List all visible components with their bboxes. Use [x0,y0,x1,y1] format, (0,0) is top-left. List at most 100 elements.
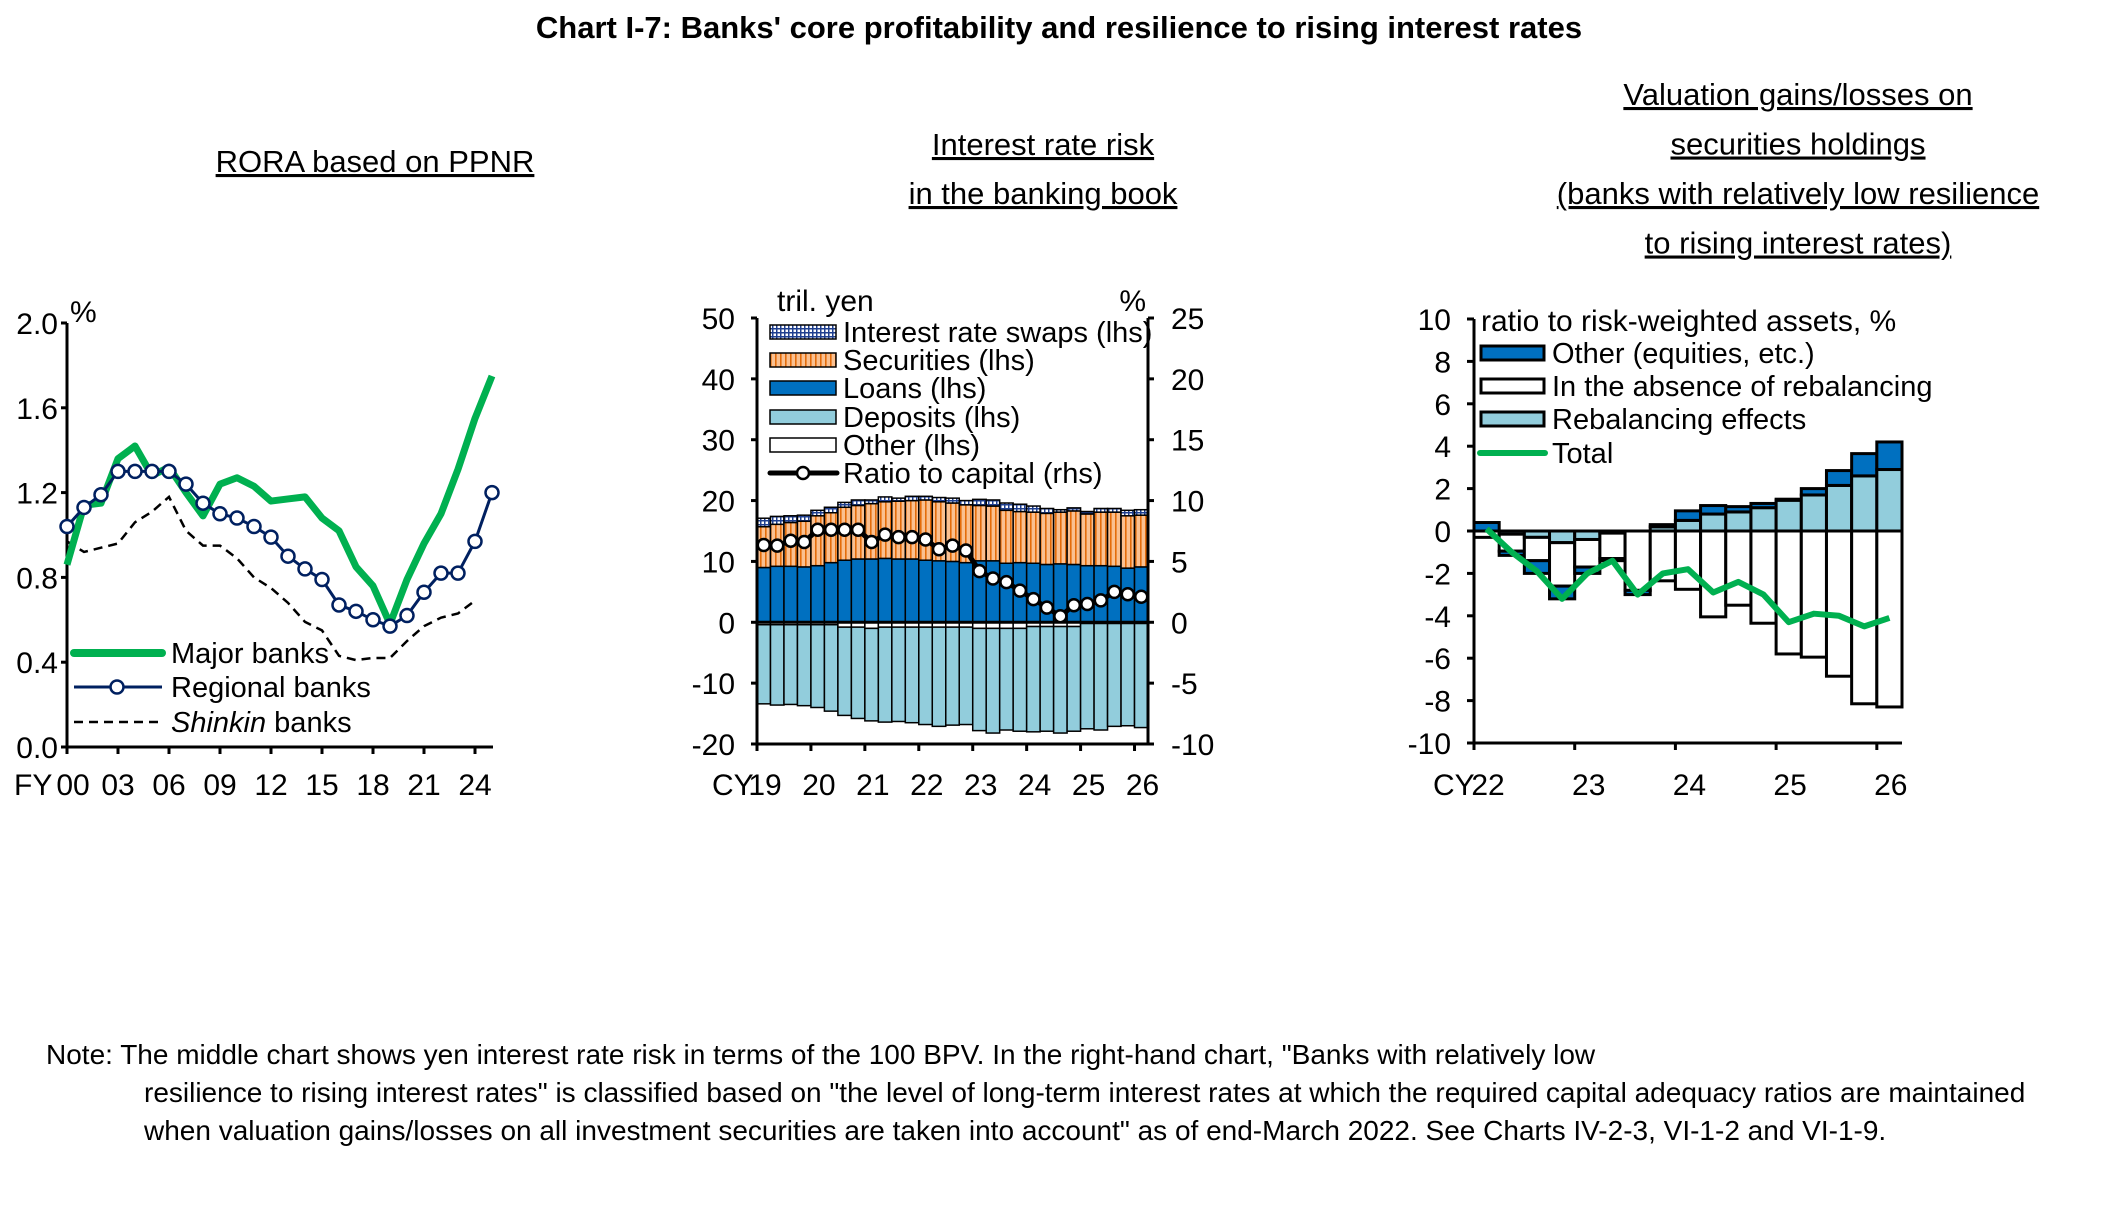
legend-label-deposits: Deposits (lhs) [843,402,1020,434]
bar-segment-loans [945,560,960,624]
bar-segment-loans [877,557,893,624]
bar-segment-other [1850,452,1879,478]
regional-banks-point [161,463,177,480]
regional-banks-point [484,484,500,501]
bar-segment-securities [904,499,920,560]
bar-segment-rebal [1673,518,1703,533]
bar-segment-swaps [1133,508,1149,516]
bar-segment-rebal [1850,474,1879,533]
bar-segment-deposits [796,623,812,707]
ratio-to-capital-point [864,534,879,550]
bar-segment-swaps [891,497,907,502]
bar-segment-loans [904,558,920,624]
bar-segment-other [1648,523,1677,529]
ratio-to-capital-point [904,529,920,545]
ratio-to-capital-point [837,522,852,538]
ratio-to-capital-point [1120,587,1136,602]
ratio-to-capital-point [1134,589,1149,604]
ratio-to-capital-point [810,522,825,538]
bar-segment-deposits [998,627,1014,731]
legend-label-major-banks: Major banks [171,638,329,670]
ratio-to-capital-point [999,574,1014,590]
bar-segment-securities [1052,511,1068,565]
regional-banks-point [382,618,398,634]
legend-marker-ratio [795,465,811,481]
series-line-shinkin [66,494,476,662]
y-tick-label-right: 5 [1171,546,1188,579]
regional-banks-point [314,571,330,588]
y-tick-label: -8 [1424,686,1451,719]
bar-segment-securities [1133,514,1149,568]
y-tick-label: 6 [1434,389,1451,422]
chart-valuation-gains-losses: Valuation gains/losses on securities hold… [1408,77,2040,802]
y-axis-unit: ratio to risk-weighted assets, % [1481,305,1896,338]
legend-label-swaps: Interest rate swaps (lhs) [843,317,1152,349]
bar-segment-deposits [1106,622,1122,728]
bar-segment-absence [1699,529,1728,619]
y-tick-label-right: 10 [1171,486,1204,519]
bar-segment-absence [1774,529,1803,656]
legend-label-other: Other (lhs) [843,430,980,462]
series-line-major-banks [63,374,496,628]
regional-banks-point [348,603,364,620]
chart-title-line: securities holdings [1670,127,1925,162]
bar-segment-deposits [931,626,947,728]
regional-banks-point [144,463,160,480]
bar-segment-other [1799,487,1828,497]
bar-segment-rebal [1548,529,1577,545]
x-tick-label: 00 [56,769,89,802]
y-tick-label-right: 0 [1171,607,1188,640]
y-axis-unit-right: % [1119,285,1146,318]
regional-banks-point [59,518,75,535]
y-tick-label: 0.8 [16,562,58,595]
regional-banks-point [93,486,109,503]
y-tick-label-left: 30 [702,425,735,458]
y-axis-unit-left: tril. yen [777,285,874,318]
ratio-to-capital-point [1053,608,1068,624]
ratio-to-capital-point [823,522,839,538]
legend-swatch-absence-of-rebalancing [1479,377,1546,395]
bar-segment-deposits [1093,622,1109,731]
bar-segment-securities [1093,511,1109,567]
bar-segment-loans [823,561,839,624]
chart-title-line: Interest rate risk [932,127,1155,162]
chart-title: RORA based on PPNR [216,144,535,179]
bar-segment-deposits [958,626,974,726]
bar-segment-swaps [769,515,785,526]
ratio-to-capital-point [1066,597,1082,613]
bar-segment-loans [1066,563,1082,624]
bar-segment-absence [1799,529,1828,659]
bar-segment-other [1673,509,1703,522]
legend-label-banks: banks [266,707,351,739]
regional-banks-point [229,510,245,526]
bar-segment-swaps [998,502,1014,512]
y-tick-label: 1.2 [16,478,58,511]
bar-segment-securities [971,504,987,562]
bar-segment-swaps [783,515,799,524]
x-tick-label: 25 [1773,769,1806,802]
bar-segment-absence [1573,537,1602,569]
regional-banks-point [331,597,347,613]
y-tick-label: -4 [1424,601,1451,634]
x-tick-label: 12 [254,769,287,802]
note-rest: resilience to rising interest rates" is … [144,1077,2026,1146]
bar-segment-deposits [810,623,826,709]
bar-segment-swaps [877,496,893,503]
x-tick-label: 20 [802,769,835,802]
ratio-to-capital-point [1039,600,1055,615]
bar-segment-loans [998,562,1014,624]
x-tick-label: 18 [356,769,389,802]
y-tick-label: 0.0 [16,732,58,765]
regional-banks-point [127,463,143,480]
bar-segment-securities [1025,511,1041,565]
bar-segment-rebal [1724,510,1753,533]
bar-segment-securities [1079,513,1095,567]
series-line-regional-banks [65,469,494,628]
bar-segment-deposits [945,626,960,726]
ratio-to-capital-point [918,532,933,547]
ratio-to-capital-point [850,522,866,538]
bar-segment-swaps [985,499,1001,507]
x-tick-label: 24 [1673,769,1706,802]
bar-segment-securities [918,499,934,561]
